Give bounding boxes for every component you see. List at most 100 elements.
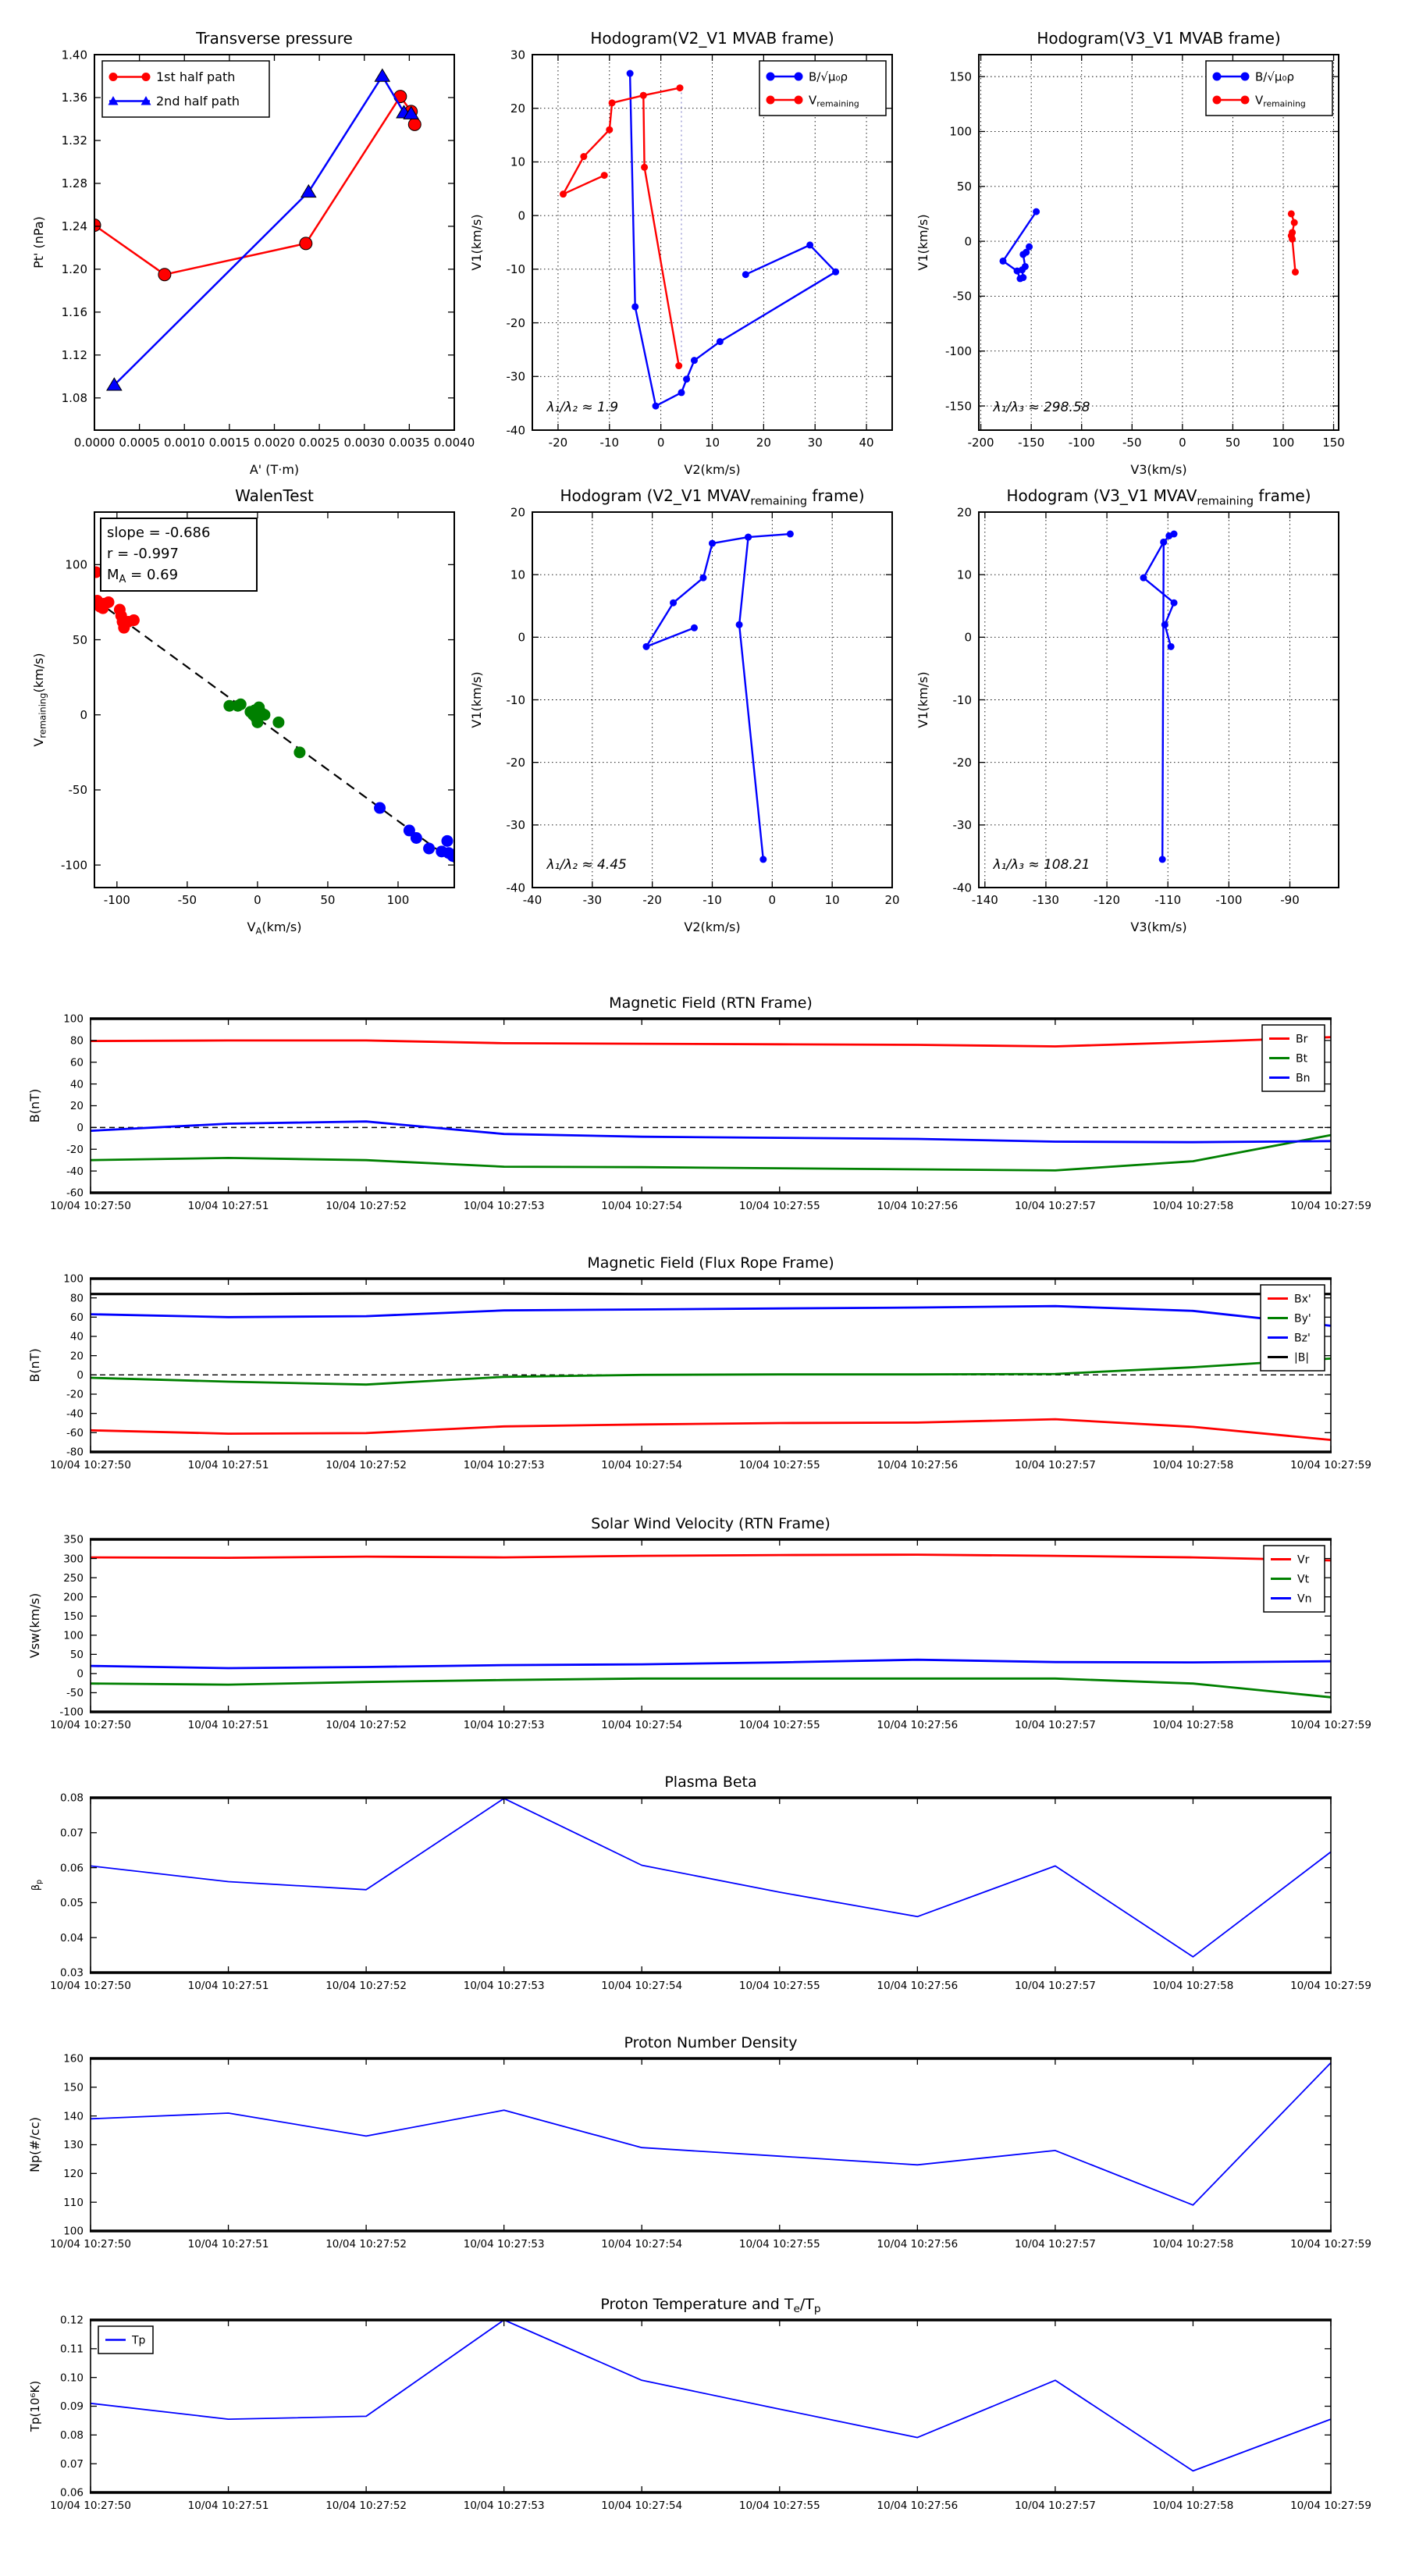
x-tick-label: -90 (1280, 893, 1300, 907)
axes-spines (978, 54, 1339, 431)
annotation: λ₁/λ₂ ≈ 1.9 (546, 400, 618, 415)
x-tick-label: 10/04 10:27:50 (50, 1200, 131, 1212)
x-tick-label: 0.0030 (344, 436, 386, 450)
y-tick-label: 100 (63, 1273, 84, 1286)
x-tick-label: -50 (1122, 436, 1142, 450)
y-tick-label: -30 (507, 818, 526, 832)
y-tick-label: -20 (507, 756, 526, 770)
chart-svg-solar-wind-velocity: 10/04 10:27:50 10/04 10:27:51 10/04 10:27:… (27, 1515, 1371, 1731)
y-axis-label: Vsw(km/s) (27, 1593, 42, 1658)
x-tick-label: 10/04 10:27:51 (188, 1200, 269, 1212)
y-tick-label: -100 (945, 344, 972, 358)
axes-spines (94, 511, 455, 888)
y-axis-label: Tp(10⁶K) (28, 2381, 42, 2432)
chart-title: Transverse pressure (195, 29, 353, 48)
chart-svg-hodogram-v3v1-mvab: -200 -150 -100 -50 0 50 100 150 -150 -100 -50 0 50 10… (916, 29, 1345, 477)
legend: Bx' By' Bz' |B| (1260, 1284, 1325, 1372)
chart-svg-proton-temperature: 10/04 10:27:50 10/04 10:27:51 10/04 10:27:… (28, 2296, 1371, 2512)
chart-title: Hodogram(V2_V1 MVAB frame) (590, 29, 834, 48)
y-tick-label: 0.11 (60, 2343, 84, 2356)
y-tick-label: 0.07 (60, 1827, 84, 1840)
y-tick-label: -20 (507, 316, 526, 330)
y-tick-label: 0.07 (60, 2458, 84, 2471)
legend-label: Bz' (1294, 1332, 1311, 1344)
y-tick-label: -50 (953, 290, 973, 304)
x-tick-label: 10/04 10:27:59 (1290, 1200, 1371, 1212)
x-tick-label: 10/04 10:27:57 (1015, 1719, 1096, 1731)
axes-spines (94, 54, 455, 431)
y-tick-label: 0.06 (60, 1862, 84, 1874)
y-tick-label: 1.20 (62, 262, 87, 276)
legend-label: 2nd half path (156, 94, 240, 109)
x-tick-label: 10/04 10:27:57 (1015, 1980, 1096, 1992)
x-tick-label: 10/04 10:27:52 (325, 2500, 407, 2512)
x-tick-label: 10/04 10:27:51 (188, 2500, 269, 2512)
annotation: λ₁/λ₃ ≈ 108.21 (992, 857, 1090, 873)
y-tick-label: 0 (964, 234, 972, 248)
x-tick-label: 10/04 10:27:52 (325, 2238, 407, 2250)
x-tick-label: 10/04 10:27:50 (50, 1459, 131, 1471)
x-tick-label: 0.0015 (209, 436, 251, 450)
x-tick-label: -50 (178, 893, 197, 907)
x-tick-label: 10/04 10:27:55 (739, 1200, 820, 1212)
legend: B/√μ₀ρ Vremaining (1205, 60, 1333, 116)
x-tick-label: 50 (320, 893, 335, 907)
legend-label: By' (1294, 1312, 1311, 1325)
chart-svg-proton-number-density: 10/04 10:27:50 10/04 10:27:51 10/04 10:27:… (27, 2034, 1371, 2250)
y-tick-label: 50 (73, 633, 87, 647)
chart-title: Magnetic Field (Flux Rope Frame) (587, 1254, 834, 1272)
y-tick-label: 1.32 (62, 133, 87, 148)
series-Vn (90, 1658, 1332, 1670)
y-tick-label: 160 (63, 2053, 84, 2065)
series-layer (94, 566, 455, 863)
y-tick-label: -40 (507, 423, 526, 437)
x-tick-label: 10/04 10:27:56 (877, 2500, 958, 2512)
y-tick-label: 130 (63, 2139, 84, 2151)
chart-title: Hodogram(V3_V1 MVAB frame) (1037, 29, 1280, 48)
y-tick-label: -40 (953, 881, 973, 895)
x-tick-label: 10/04 10:27:59 (1290, 1980, 1371, 1992)
x-tick-label: 10/04 10:27:50 (50, 1980, 131, 1992)
y-tick-label: 60 (70, 1056, 84, 1069)
x-tick-label: 10/04 10:27:54 (601, 1719, 682, 1731)
chart-title: Magnetic Field (RTN Frame) (609, 994, 813, 1012)
y-tick-label: 0.05 (60, 1897, 84, 1909)
chart-title: Plasma Beta (664, 1774, 756, 1791)
y-tick-label: -150 (945, 399, 972, 413)
y-tick-label: -100 (59, 1706, 84, 1719)
x-tick-label: 10/04 10:27:52 (325, 1980, 407, 1992)
x-tick-label: 10/04 10:27:53 (464, 2500, 545, 2512)
series-beta-p (90, 1798, 1332, 1958)
series-layer (90, 1036, 1332, 1172)
y-tick-label: -40 (66, 1407, 84, 1420)
series-|B| (91, 1292, 1331, 1296)
legend: Br Bt Bn (1261, 1024, 1325, 1092)
y-tick-label: -20 (953, 756, 973, 770)
x-tick-label: 40 (859, 436, 874, 450)
x-tick-label: 10/04 10:27:56 (877, 1719, 958, 1731)
y-tick-label: -10 (507, 262, 526, 276)
legend: B/√μ₀ρ Vremaining (759, 60, 887, 116)
chart-svg-hodogram-v3v1-mvav: -140 -130 -120 -110 -100 -90-40-30-20-1001020… (916, 486, 1339, 934)
series-V-remaining (560, 84, 684, 370)
x-tick-label: 10/04 10:27:58 (1153, 1459, 1234, 1471)
stats-line: slope = -0.686 (107, 525, 210, 541)
y-tick-label: 0.09 (60, 2400, 84, 2413)
y-tick-label: 1.40 (62, 48, 87, 62)
series-Vr (90, 1553, 1332, 1562)
x-tick-label: 10/04 10:27:54 (601, 1980, 682, 1992)
x-tick-label: -100 (104, 893, 130, 907)
x-axis-label: V3(km/s) (1130, 462, 1186, 477)
stats-line: MA = 0.69 (107, 567, 178, 585)
series-layer (1140, 530, 1178, 863)
chart-title: WalenTest (235, 486, 314, 505)
y-tick-label: -10 (953, 693, 973, 707)
y-axis-label: Np(#/cc) (27, 2117, 42, 2172)
axes-spines (90, 1796, 1332, 1974)
x-tick-label: -40 (523, 893, 542, 907)
x-tick-label: 100 (1272, 436, 1295, 450)
x-tick-label: 30 (808, 436, 823, 450)
y-tick-label: 50 (957, 180, 972, 194)
legend-label: Tp (131, 2334, 146, 2347)
x-tick-label: 0 (1179, 436, 1186, 450)
